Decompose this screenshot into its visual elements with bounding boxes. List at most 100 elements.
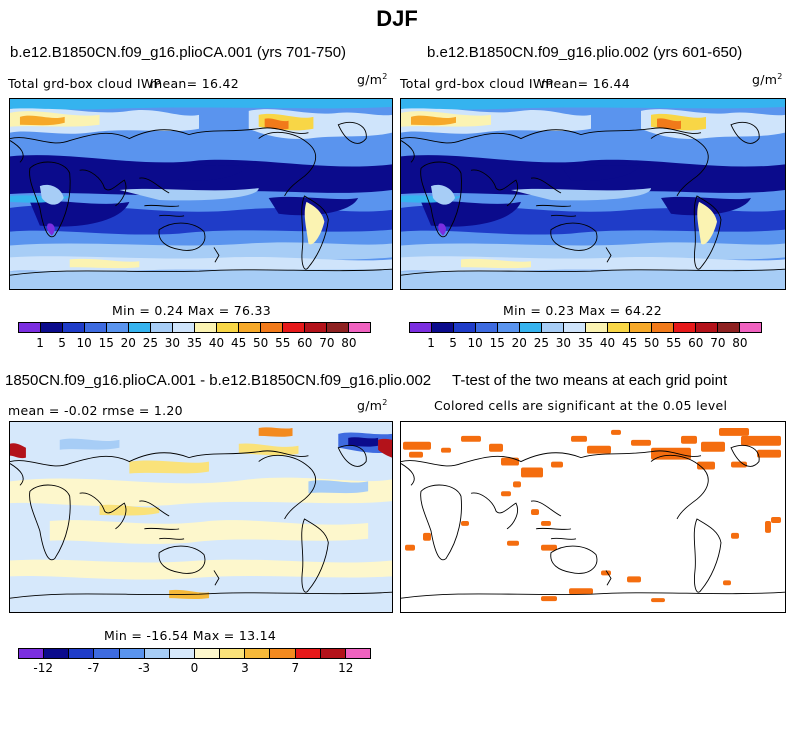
coastline (79, 492, 127, 530)
significant-cell (719, 427, 749, 436)
coastline (605, 570, 612, 586)
panel4-subtitle: Colored cells are significant at the 0.0… (434, 398, 728, 413)
coastline (213, 247, 220, 263)
difference-contour-fill (99, 504, 160, 516)
panel2-colorbar-labels: 1 5 10 15 20 25 30 35 40 45 50 55 60 70 80 (409, 336, 762, 352)
panel1-variable-label: Total grd-box cloud IWP (8, 76, 162, 91)
colorbar-swatch (169, 649, 195, 658)
difference-contour-fill (258, 427, 293, 437)
panel3-difference-field (10, 422, 392, 612)
difference-contour-fill (129, 460, 209, 474)
coastline (650, 131, 709, 197)
significant-cell (627, 576, 641, 583)
cloud-contour-fill (561, 164, 641, 181)
significant-cell (501, 457, 519, 466)
cloud-contour-fill (421, 200, 521, 227)
cloud-contour-fill (10, 99, 392, 110)
cloud-contour-fill (697, 201, 717, 245)
panel1-min-max: Min = 0.24 Max = 76.33 (112, 303, 272, 318)
colorbar-swatch (19, 323, 41, 332)
difference-contour-fill (10, 477, 392, 507)
coastline (401, 450, 702, 467)
coastline (420, 161, 462, 238)
cloud-contour-fill (657, 118, 681, 130)
colorbar-swatch (194, 649, 221, 658)
cloud-contour-fill (169, 164, 249, 181)
difference-contour-fill (348, 437, 379, 447)
colorbar-tick-label: 12 (338, 661, 354, 675)
page-title: DJF (376, 6, 418, 31)
difference-contour-fill (10, 443, 26, 459)
colorbar-swatch (119, 649, 145, 658)
colorbar-tick-label: 0 (190, 661, 199, 675)
significant-cell (731, 532, 739, 539)
cloud-contour-fill (119, 188, 259, 201)
colorbar-swatch (217, 323, 239, 332)
colorbar-tick-label: 80 (341, 336, 357, 350)
panel3-min-max: Min = -16.54 Max = 13.14 (104, 628, 277, 643)
colorbar-swatch (564, 323, 586, 332)
coastline (730, 121, 760, 144)
coastline (29, 161, 71, 238)
cloud-contour-fill (47, 223, 55, 236)
colorbar-tick-label: 70 (710, 336, 726, 350)
colorbar-swatch (586, 323, 608, 332)
panel3-map (9, 421, 393, 613)
significant-cell (403, 441, 431, 450)
cloud-contour-fill (411, 115, 456, 126)
difference-contour-fill (378, 438, 392, 458)
coastline (10, 127, 309, 144)
colorbar-swatch (69, 649, 95, 658)
panel1-mean-label: mean= 16.42 (150, 76, 239, 91)
panel1-units: g/m2 (357, 72, 388, 88)
coastline (258, 131, 317, 197)
colorbar-tick-label: 3 (241, 661, 249, 675)
colorbar-swatch (19, 649, 45, 658)
colorbar-swatch (220, 649, 246, 658)
coastline (530, 177, 577, 217)
coastline (470, 492, 518, 530)
colorbar-swatch (151, 323, 173, 332)
colorbar-tick-label: -7 (87, 661, 100, 675)
panel2-mean-label: mean= 16.44 (541, 76, 630, 91)
coastline (10, 450, 309, 467)
colorbar-swatch (261, 323, 283, 332)
coastline (139, 500, 185, 540)
colorbar-swatch (41, 323, 63, 332)
coastline (158, 222, 206, 251)
colorbar-swatch (283, 323, 305, 332)
colorbar-swatch (173, 323, 195, 332)
colorbar-swatch (349, 323, 370, 332)
colorbar-swatch (740, 323, 761, 332)
panel2-cloud-field (401, 99, 785, 289)
coastline (470, 169, 518, 207)
difference-contour-fill (308, 480, 369, 494)
cloud-contour-fill (268, 196, 359, 216)
colorbar-swatch (44, 649, 70, 658)
colorbar-tick-label: 35 (186, 336, 203, 350)
cloud-contour-fill (401, 99, 785, 110)
colorbar-swatch (432, 323, 454, 332)
colorbar-tick-label: 10 (467, 336, 483, 350)
cloud-contour-fill (661, 196, 751, 216)
colorbar-swatch (498, 323, 520, 332)
significant-cell (681, 435, 697, 444)
coastline (29, 484, 71, 561)
significant-cell (631, 439, 651, 446)
panel3-colorbar (18, 648, 371, 659)
colorbar-swatch (410, 323, 432, 332)
colorbar-tick-label: 45 (230, 336, 247, 350)
colorbar-tick-label: 20 (120, 336, 136, 350)
panel4-title: T-test of the two means at each grid poi… (452, 372, 728, 389)
difference-contour-fill (10, 559, 392, 580)
colorbar-tick-label: 15 (489, 336, 505, 350)
colorbar-tick-label: 20 (511, 336, 527, 350)
colorbar-swatch (345, 649, 370, 658)
colorbar-swatch (63, 323, 85, 332)
colorbar-tick-label: 40 (208, 336, 225, 350)
colorbar-swatch (674, 323, 696, 332)
colorbar-swatch (195, 323, 217, 332)
significant-cell (405, 544, 415, 551)
cloud-contour-fill (401, 269, 785, 289)
coastline (550, 545, 598, 574)
